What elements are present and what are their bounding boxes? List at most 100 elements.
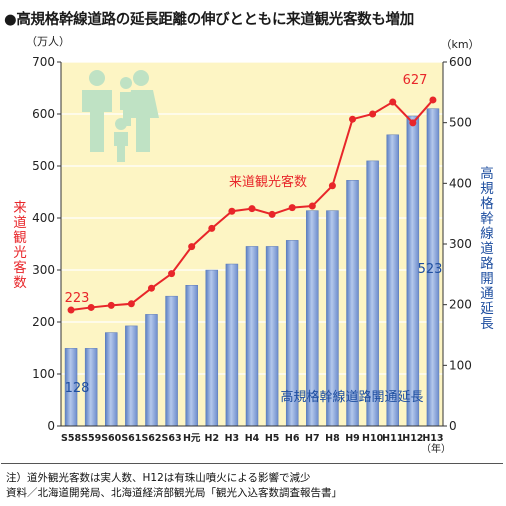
x-tick-label: S60 [101, 433, 121, 444]
x-tick-label: H2 [205, 433, 220, 444]
bar [185, 285, 198, 427]
x-tick-label: H4 [245, 433, 260, 444]
x-tick-label: H11 [382, 433, 403, 444]
right-tick-label: 0 [449, 419, 457, 433]
bar-first-data-label: 128 [65, 381, 90, 396]
line-point [268, 210, 276, 218]
line-point [188, 243, 196, 251]
line-point [328, 182, 336, 190]
line-series [67, 96, 437, 314]
chart-title: ●高規格幹線道路の延長距離の伸びとともに来道観光客数も増加 [4, 12, 414, 28]
bar [105, 332, 118, 427]
axis-label-char: 長 [480, 316, 494, 332]
left-axis-label: 来道観光客数 [13, 200, 27, 291]
right-tick-label: 200 [449, 298, 472, 312]
line-point [228, 207, 236, 215]
left-tick-label: 500 [32, 159, 55, 173]
line-point [147, 284, 155, 292]
x-tick-label: S62 [141, 433, 161, 444]
right-axis-label: 高規格幹線道路開通延長 [480, 165, 494, 332]
x-axis-ticks: S58 S59 S60 S61 S62 S63 H元 H2 H3 H4 H5 H6 H7 H8 H9 H10H… [61, 433, 444, 444]
line-point [308, 202, 316, 210]
right-axis-ticks: 0 100 200 300 400 500 600 [443, 55, 472, 433]
bar [205, 269, 219, 427]
line-point [107, 301, 115, 309]
axis-label-char: 道 [480, 241, 494, 257]
x-axis-unit: （年） [421, 442, 451, 455]
x-tick-label: S58 [61, 433, 81, 444]
axis-label-char: 数 [13, 275, 27, 291]
axis-label-char: 観 [13, 229, 27, 246]
bar [265, 246, 279, 427]
bar [245, 246, 259, 427]
right-tick-label: 600 [449, 55, 472, 69]
bar [225, 263, 239, 427]
x-tick-label: H10 [362, 433, 384, 444]
line-point [349, 115, 357, 123]
line-first-data-label: 223 [65, 291, 90, 306]
line-point [67, 306, 75, 314]
family-pictogram [82, 70, 159, 162]
axis-label-char: 規 [480, 181, 494, 197]
x-tick-label: H13 [422, 433, 443, 444]
line-point [127, 300, 135, 308]
axis-label-char: 格 [480, 196, 494, 212]
bar [386, 134, 399, 427]
x-tick-label: H5 [265, 433, 280, 444]
note-line: 注）道外観光客数は実人数、H12は有珠山噴火による影響で減少 [6, 472, 311, 484]
axis-label-char: 客 [13, 259, 27, 276]
right-tick-label: 100 [449, 358, 472, 372]
x-tick-label: H元 [183, 433, 201, 444]
x-tick-label: H3 [225, 433, 240, 444]
axis-label-char: 光 [13, 245, 27, 261]
x-tick-label: S59 [81, 433, 101, 444]
right-tick-label: 500 [449, 116, 472, 130]
axis-label-char: 高 [480, 165, 494, 182]
left-tick-label: 100 [32, 367, 55, 381]
left-tick-label: 300 [32, 263, 55, 277]
line-point [369, 110, 377, 118]
axis-label-char: 道 [13, 215, 27, 231]
axis-label-char: 通 [480, 286, 494, 302]
x-tick-label: H7 [305, 433, 320, 444]
x-tick-label: S61 [121, 433, 141, 444]
left-axis-ticks: 0 100 200 300 400 500 600 700 [32, 55, 61, 433]
x-tick-label: H8 [325, 433, 340, 444]
left-tick-label: 400 [32, 211, 55, 225]
right-tick-label: 300 [449, 237, 472, 251]
left-tick-label: 200 [32, 315, 55, 329]
bar [165, 295, 178, 427]
axis-label-char: 延 [480, 301, 494, 317]
line-point [288, 204, 296, 212]
left-tick-label: 0 [47, 419, 55, 433]
left-tick-label: 600 [32, 107, 55, 121]
axis-label-char: 来 [13, 200, 27, 216]
x-tick-label: H9 [345, 433, 360, 444]
line-point [409, 119, 417, 127]
line-series-label: 来道観光客数 [229, 174, 307, 190]
line-point [248, 205, 256, 213]
axis-label-char: 路 [480, 256, 494, 272]
left-axis-unit: （万人） [26, 35, 70, 48]
bar [125, 325, 138, 427]
axis-label-char: 幹 [480, 210, 494, 227]
right-axis-unit: （km） [440, 38, 479, 51]
x-tick-label: H6 [285, 433, 300, 444]
bar-series-label: 高規格幹線道路開通延長 [280, 389, 423, 405]
notes-divider [1, 463, 503, 464]
line-point [389, 98, 397, 106]
line-point [429, 96, 437, 104]
bar [145, 314, 158, 427]
right-tick-label: 400 [449, 176, 472, 190]
x-tick-label: H12 [402, 433, 423, 444]
line-point [168, 270, 176, 278]
note-line: 資料／北海道開発局、北海道経済部観光局「観光入込客数調査報告書」 [6, 487, 342, 499]
bar [366, 160, 379, 427]
line-last-data-label: 627 [403, 73, 428, 88]
axis-label-char: 開 [480, 271, 494, 287]
bar-last-data-label: 523 [418, 262, 443, 277]
notes-block: 注）道外観光客数は実人数、H12は有珠山噴火による影響で減少 資料／北海道開発局… [6, 471, 342, 501]
left-tick-label: 700 [32, 55, 55, 69]
